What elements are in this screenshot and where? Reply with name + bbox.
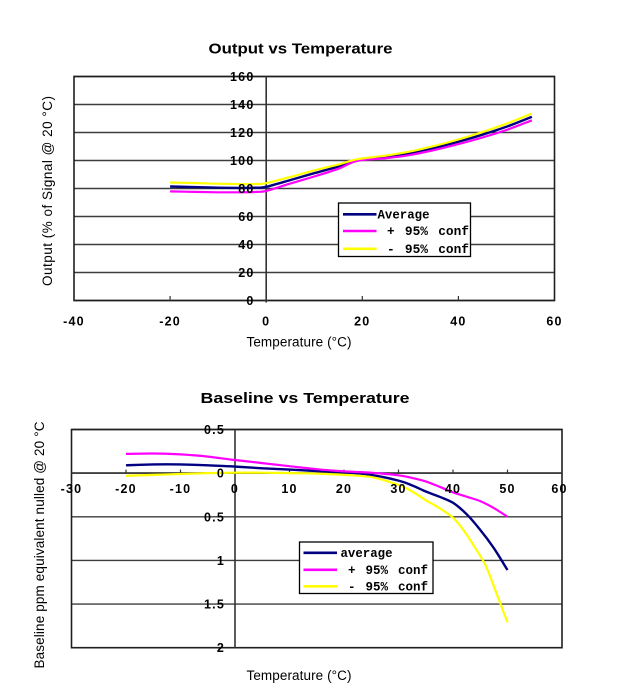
svg-text:+ 95% conf: + 95% conf [387,225,469,239]
svg-text:-10: -10 [170,482,192,496]
svg-text:160: 160 [230,70,254,84]
svg-text:Temperature (°C): Temperature (°C) [247,335,352,350]
svg-text:- 95% conf: - 95% conf [348,581,428,595]
svg-text:-30: -30 [61,482,83,496]
svg-text:40: 40 [445,482,461,496]
svg-text:1.5: 1.5 [204,598,225,612]
svg-text:0: 0 [262,315,270,329]
svg-text:-40: -40 [63,315,85,329]
svg-text:30: 30 [390,482,406,496]
svg-text:Baseline vs Temperature: Baseline vs Temperature [201,390,410,407]
svg-text:0: 0 [246,294,254,308]
svg-text:Output vs Temperature: Output vs Temperature [209,41,393,58]
svg-text:0.5: 0.5 [204,423,225,437]
svg-text:+ 95% conf: + 95% conf [348,564,428,578]
svg-text:80: 80 [238,182,254,196]
svg-text:average: average [341,547,393,561]
svg-text:140: 140 [230,98,254,112]
svg-text:120: 120 [230,126,254,140]
svg-text:10: 10 [281,482,297,496]
svg-text:20: 20 [354,315,370,329]
svg-text:1: 1 [217,554,225,568]
svg-text:-20: -20 [159,315,181,329]
svg-text:40: 40 [238,238,254,252]
svg-text:0: 0 [231,482,239,496]
svg-text:- 95% conf: - 95% conf [387,243,469,257]
svg-text:60: 60 [551,482,567,496]
svg-text:-20: -20 [115,482,137,496]
svg-text:100: 100 [230,154,254,168]
svg-text:2: 2 [217,641,225,655]
svg-text:50: 50 [499,482,515,496]
svg-text:Baseline ppm equivalent nulled: Baseline ppm equivalent nulled @ 20 °C [32,421,47,668]
svg-text:0.5: 0.5 [204,510,225,524]
svg-text:Temperature (°C): Temperature (°C) [247,668,352,683]
svg-text:20: 20 [238,266,254,280]
svg-text:40: 40 [450,315,466,329]
svg-text:Output (% of Signal @ 20 °C): Output (% of Signal @ 20 °C) [40,96,55,286]
svg-text:Average: Average [378,209,430,223]
svg-text:0: 0 [217,467,225,481]
svg-text:60: 60 [546,315,562,329]
svg-text:60: 60 [238,210,254,224]
svg-text:20: 20 [336,482,352,496]
